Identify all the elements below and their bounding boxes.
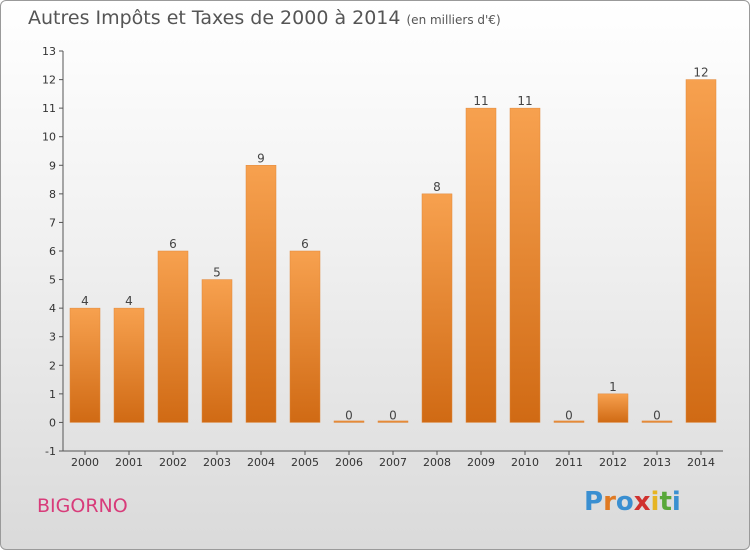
data-label: 4 — [125, 294, 133, 308]
y-tick-label: 2 — [49, 359, 56, 372]
chart-title: Autres Impôts et Taxes de 2000 à 2014 (en… — [28, 7, 501, 29]
bar — [553, 420, 585, 423]
bar — [245, 165, 277, 423]
data-label: 11 — [473, 94, 488, 108]
y-tick-label: 9 — [49, 159, 56, 172]
y-tick-label: 6 — [49, 245, 56, 258]
chart-title-text: Autres Impôts et Taxes de 2000 à 2014 — [28, 7, 401, 29]
data-label: 1 — [609, 380, 617, 394]
bar — [421, 193, 453, 423]
logo-letter: x — [633, 487, 651, 517]
logo-letter: o — [615, 487, 634, 517]
y-tick-label: 1 — [49, 388, 56, 401]
logo-letter: r — [603, 487, 616, 517]
bar — [685, 79, 717, 423]
bar — [157, 250, 189, 423]
bar — [641, 420, 673, 423]
logo-letter: t — [659, 487, 672, 517]
y-tick-label: 4 — [49, 302, 56, 315]
x-tick-label: 2006 — [335, 456, 363, 469]
bar — [333, 420, 365, 423]
value-labels: 4 4 6 5 9 6 0 0 8 11 11 0 1 0 12 — [81, 66, 708, 423]
bar — [69, 307, 101, 423]
y-tick-label: 8 — [49, 188, 56, 201]
y-tick-label: -1 — [45, 445, 56, 458]
y-tick-label: 5 — [49, 274, 56, 287]
data-label: 8 — [433, 180, 441, 194]
y-tick-label: 10 — [42, 131, 56, 144]
bar — [597, 393, 629, 423]
x-tick-label: 2008 — [423, 456, 451, 469]
commune-name: BIGORNO — [37, 495, 128, 517]
x-tick-label: 2005 — [291, 456, 319, 469]
bar — [509, 107, 541, 423]
bar — [113, 307, 145, 423]
data-label: 4 — [81, 294, 89, 308]
x-tick-label: 2013 — [643, 456, 671, 469]
x-tick-label: 2012 — [599, 456, 627, 469]
logo-letter: i — [650, 487, 660, 517]
logo-letter: P — [584, 487, 604, 517]
bar — [201, 279, 233, 423]
data-label: 6 — [169, 237, 177, 251]
bar — [289, 250, 321, 423]
x-tick-label: 2004 — [247, 456, 275, 469]
y-tick-label: 13 — [42, 45, 56, 58]
x-tick-label: 2003 — [203, 456, 231, 469]
data-label: 0 — [345, 408, 353, 422]
x-tick-label: 2014 — [687, 456, 715, 469]
x-tick-label: 2002 — [159, 456, 187, 469]
bar — [465, 107, 497, 423]
chart-unit: (en milliers d'€) — [406, 13, 501, 27]
data-label: 0 — [389, 408, 397, 422]
y-tick-label: 11 — [42, 102, 56, 115]
x-tick-label: 2007 — [379, 456, 407, 469]
y-tick-label: 7 — [49, 216, 56, 229]
y-tick-label: 3 — [49, 331, 56, 344]
y-tick-label: 0 — [49, 416, 56, 429]
data-label: 12 — [693, 66, 708, 80]
x-tick-label: 2000 — [71, 456, 99, 469]
x-tick-label: 2010 — [511, 456, 539, 469]
x-tick-label: 2009 — [467, 456, 495, 469]
data-label: 6 — [301, 237, 309, 251]
data-label: 0 — [653, 408, 661, 422]
logo-letter: i — [671, 487, 681, 517]
bars — [69, 79, 717, 423]
data-label: 9 — [257, 151, 265, 165]
x-tick-label: 2011 — [555, 456, 583, 469]
y-tick-label: 12 — [42, 74, 56, 87]
data-label: 5 — [213, 266, 221, 280]
data-label: 11 — [517, 94, 532, 108]
data-label: 0 — [565, 408, 573, 422]
proxiti-logo: Proxiti — [584, 487, 681, 517]
bar — [377, 420, 409, 423]
x-tick-label: 2001 — [115, 456, 143, 469]
